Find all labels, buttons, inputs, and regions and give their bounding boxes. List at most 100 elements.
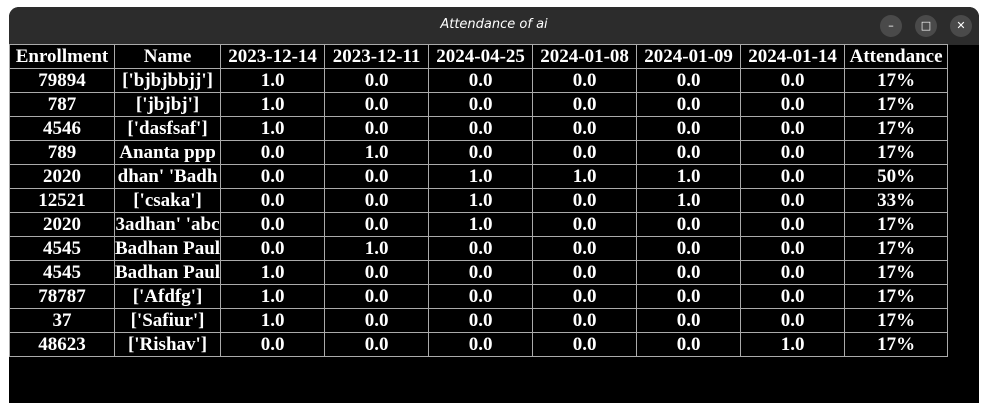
column-header: Enrollment xyxy=(9,44,115,69)
table-cell: 17% xyxy=(844,332,949,357)
column-header: 2023-12-11 xyxy=(324,44,430,69)
window-title: Attendance of ai xyxy=(440,17,548,32)
title-bar[interactable]: Attendance of ai – □ ✕ xyxy=(9,7,979,45)
table-cell: 1.0 xyxy=(636,164,742,189)
table-cell: Ananta ppp xyxy=(113,140,222,165)
table-cell: 0.0 xyxy=(532,332,638,357)
table-cell: 17% xyxy=(844,116,949,141)
maximize-icon[interactable]: □ xyxy=(915,15,937,37)
table-cell: 0.0 xyxy=(428,116,534,141)
table-row: 4546 ['dasfsaf'] 1.0 0.0 0.0 0.0 0.0 0.0 17% xyxy=(9,116,949,141)
table-cell: 0.0 xyxy=(740,260,846,285)
table-cell: ['dasfsaf'] xyxy=(113,116,222,141)
column-header: Attendance xyxy=(844,44,949,69)
table-cell: 0.0 xyxy=(220,164,326,189)
table-cell: 0.0 xyxy=(220,140,326,165)
minimize-icon[interactable]: – xyxy=(880,15,902,37)
table-cell: 0.0 xyxy=(636,332,742,357)
table-cell: 1.0 xyxy=(220,68,326,93)
table-cell: 0.0 xyxy=(532,260,638,285)
table-cell: 0.0 xyxy=(740,212,846,237)
table-cell: 0.0 xyxy=(636,212,742,237)
table-cell: 4546 xyxy=(9,116,115,141)
table-cell: 2020 xyxy=(9,164,115,189)
table-cell: 12521 xyxy=(9,188,115,213)
table-cell: 0.0 xyxy=(740,164,846,189)
table-cell: 0.0 xyxy=(636,284,742,309)
table-row: 48623 ['Rishav'] 0.0 0.0 0.0 0.0 0.0 1.0 17% xyxy=(9,332,949,357)
table-cell: 17% xyxy=(844,92,949,117)
table-cell: 0.0 xyxy=(636,92,742,117)
table-row: 2020 dhan' 'Badh 0.0 0.0 1.0 1.0 1.0 0.0 50% xyxy=(9,164,949,189)
table-cell: 1.0 xyxy=(428,188,534,213)
table-cell: 787 xyxy=(9,92,115,117)
table-row: 789 Ananta ppp 0.0 1.0 0.0 0.0 0.0 0.0 17% xyxy=(9,140,949,165)
table-cell: 0.0 xyxy=(324,332,430,357)
table-cell: dhan' 'Badh xyxy=(113,164,222,189)
table-cell: 0.0 xyxy=(532,92,638,117)
table-cell: 50% xyxy=(844,164,949,189)
table-cell: 17% xyxy=(844,212,949,237)
table-cell: 0.0 xyxy=(220,188,326,213)
table-cell: 789 xyxy=(9,140,115,165)
table-cell: 0.0 xyxy=(220,332,326,357)
table-cell: 0.0 xyxy=(740,308,846,333)
table-row: 787 ['jbjbj'] 1.0 0.0 0.0 0.0 0.0 0.0 17% xyxy=(9,92,949,117)
table-cell: 1.0 xyxy=(220,308,326,333)
table-cell: 0.0 xyxy=(428,332,534,357)
table-row: 4545 Badhan Paul 1.0 0.0 0.0 0.0 0.0 0.0 17% xyxy=(9,260,949,285)
table-cell: 79894 xyxy=(9,68,115,93)
table-cell: 0.0 xyxy=(324,188,430,213)
table-cell: 0.0 xyxy=(324,212,430,237)
table-cell: 4545 xyxy=(9,260,115,285)
table-cell: 17% xyxy=(844,260,949,285)
table-cell: 0.0 xyxy=(636,308,742,333)
column-header: Name xyxy=(113,44,222,69)
table-cell: 1.0 xyxy=(428,164,534,189)
table-row: 4545 Badhan Paul 0.0 1.0 0.0 0.0 0.0 0.0 17% xyxy=(9,236,949,261)
table-cell: 0.0 xyxy=(428,284,534,309)
attendance-window: Attendance of ai – □ ✕ Enrollment Name 202… xyxy=(9,7,979,403)
table-cell: 1.0 xyxy=(324,140,430,165)
table-cell: 0.0 xyxy=(220,212,326,237)
table-row: 78787 ['Afdfg'] 1.0 0.0 0.0 0.0 0.0 0.0 17% xyxy=(9,284,949,309)
table-cell: 0.0 xyxy=(324,68,430,93)
table-row: 12521 ['csaka'] 0.0 0.0 1.0 0.0 1.0 0.0 33% xyxy=(9,188,949,213)
table-cell: 1.0 xyxy=(636,188,742,213)
table-cell: 1.0 xyxy=(220,116,326,141)
column-header: 2024-04-25 xyxy=(428,44,534,69)
table-cell: 17% xyxy=(844,236,949,261)
table-cell: 0.0 xyxy=(532,236,638,261)
table-cell: ['bjbjbbjj'] xyxy=(113,68,222,93)
table-cell: 48623 xyxy=(9,332,115,357)
table-header-row: Enrollment Name 2023-12-14 2023-12-11 2024-0… xyxy=(9,44,949,69)
table-cell: ['csaka'] xyxy=(113,188,222,213)
table-cell: ['Rishav'] xyxy=(113,332,222,357)
table-body: 79894 ['bjbjbbjj'] 1.0 0.0 0.0 0.0 0.0 0.0 17% 78… xyxy=(9,68,949,357)
table-cell: 0.0 xyxy=(532,68,638,93)
table-cell: 0.0 xyxy=(740,92,846,117)
table-cell: 33% xyxy=(844,188,949,213)
table-cell: 0.0 xyxy=(636,68,742,93)
table-row: 37 ['Safiur'] 1.0 0.0 0.0 0.0 0.0 0.0 17% xyxy=(9,308,949,333)
table-cell: 0.0 xyxy=(428,260,534,285)
table-cell: 0.0 xyxy=(428,92,534,117)
table-cell: 0.0 xyxy=(324,284,430,309)
table-cell: 0.0 xyxy=(636,236,742,261)
table-cell: 1.0 xyxy=(220,92,326,117)
table-cell: 0.0 xyxy=(428,236,534,261)
table-cell: 2020 xyxy=(9,212,115,237)
table-cell: 0.0 xyxy=(532,188,638,213)
table-cell: 1.0 xyxy=(428,212,534,237)
table-cell: 78787 xyxy=(9,284,115,309)
table-cell: 0.0 xyxy=(636,140,742,165)
table-cell: 0.0 xyxy=(532,116,638,141)
table-cell: ['jbjbj'] xyxy=(113,92,222,117)
table-cell: 0.0 xyxy=(740,236,846,261)
close-icon[interactable]: ✕ xyxy=(950,15,972,37)
table-cell: 1.0 xyxy=(740,332,846,357)
table-cell: 0.0 xyxy=(532,140,638,165)
table-cell: Badhan Paul xyxy=(113,236,222,261)
table-cell: 0.0 xyxy=(220,236,326,261)
table-cell: 4545 xyxy=(9,236,115,261)
